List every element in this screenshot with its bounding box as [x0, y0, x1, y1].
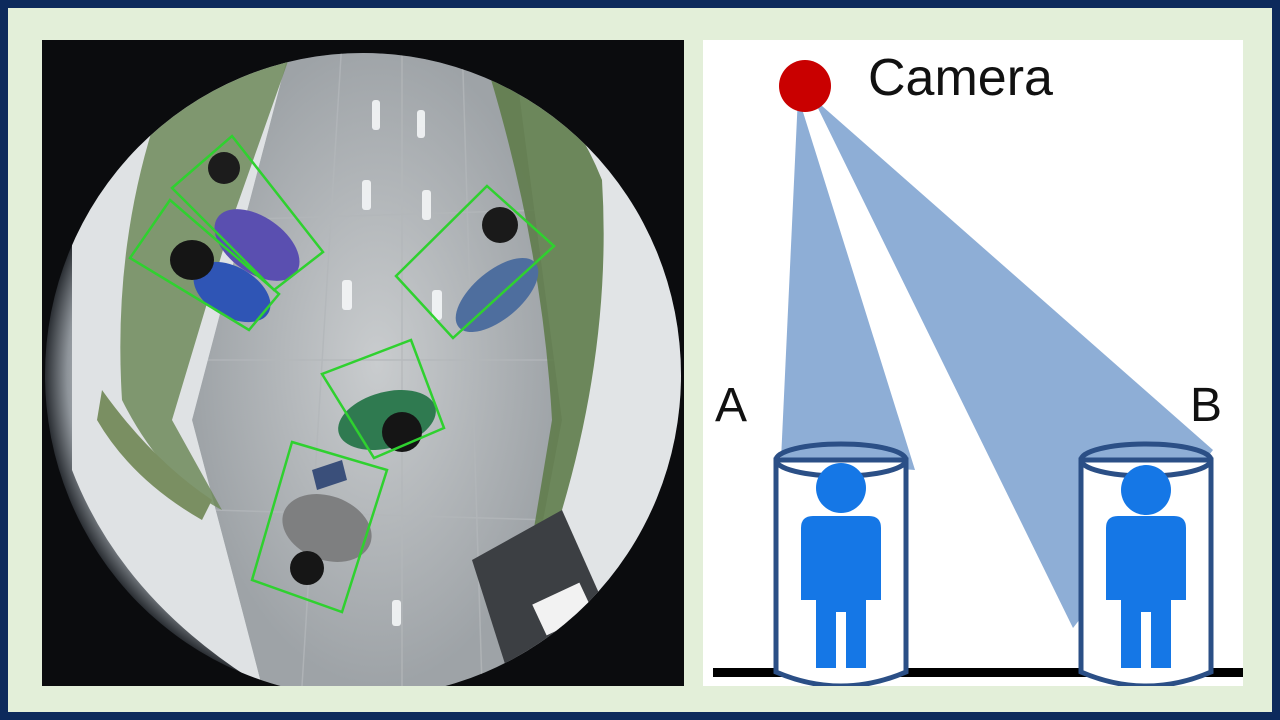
- detection-box: [128, 198, 281, 332]
- detection-box: [394, 184, 556, 340]
- camera-dot: [779, 60, 831, 112]
- slide-frame: Camera A B: [8, 8, 1272, 712]
- fisheye-image-panel: [42, 40, 684, 686]
- person-b-figure: [1078, 441, 1214, 686]
- detection-box: [320, 338, 446, 460]
- ground-line: [713, 668, 1243, 677]
- fisheye-image: [42, 40, 684, 686]
- detection-box: [250, 440, 389, 614]
- camera-label: Camera: [868, 49, 1053, 107]
- view-cone-a: [781, 96, 915, 470]
- diagram-graphic: [713, 60, 1243, 686]
- person-a-label: A: [715, 379, 748, 432]
- camera-view-diagram: Camera A B: [703, 40, 1243, 686]
- person-a-figure: [773, 441, 909, 686]
- person-b-label: B: [1190, 379, 1223, 432]
